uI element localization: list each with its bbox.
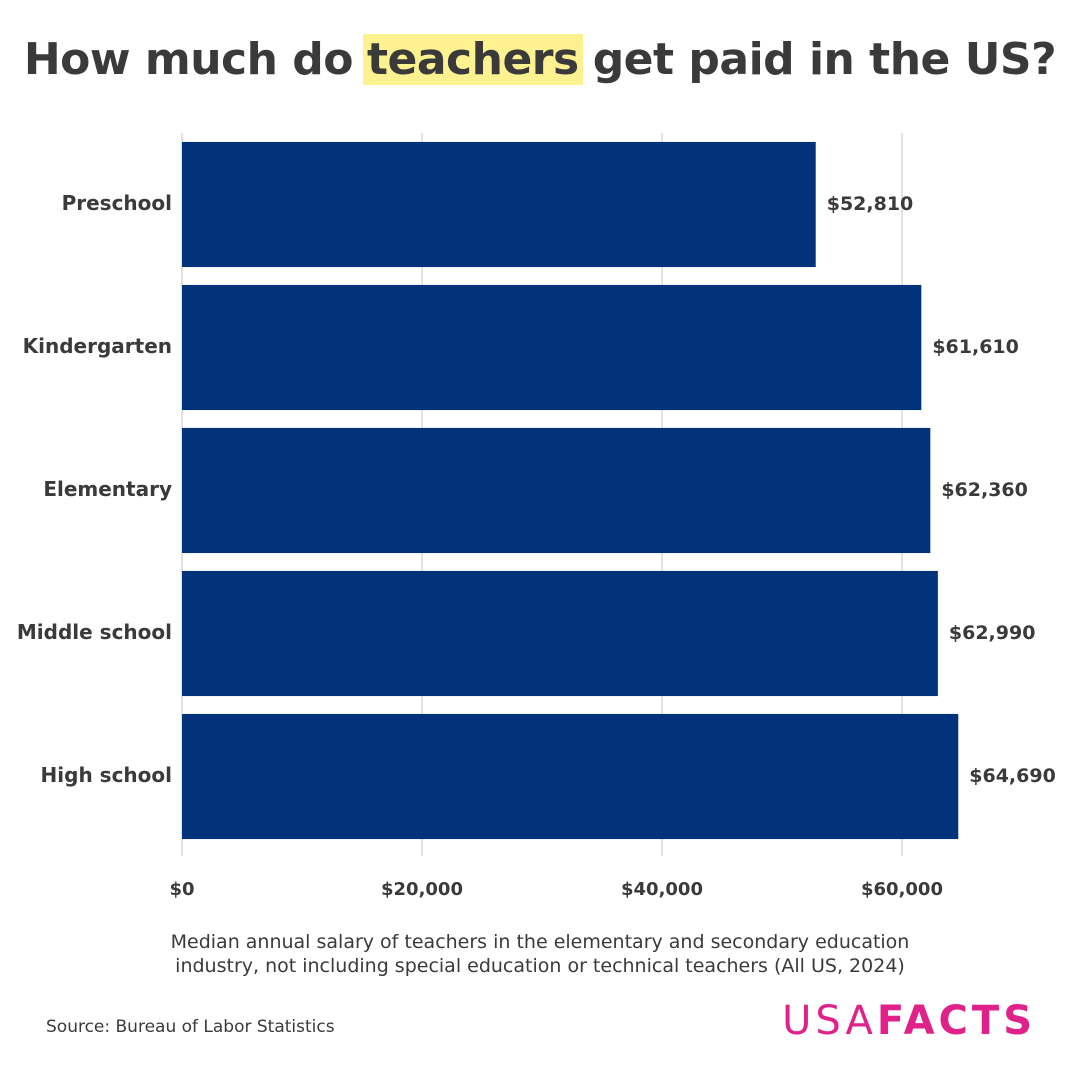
bar xyxy=(182,141,816,268)
caption: Median annual salary of teachers in the … xyxy=(0,930,1080,978)
logo-part: FACTS xyxy=(876,998,1036,1044)
y-tick-label: Middle school xyxy=(17,620,172,644)
chart-title: How much do teachers get paid in the US? xyxy=(0,34,1080,85)
bar xyxy=(182,570,938,697)
x-tick-label: $0 xyxy=(169,879,194,900)
x-tick-label: $60,000 xyxy=(861,879,943,900)
value-label: $64,690 xyxy=(969,765,1056,787)
value-label: $52,810 xyxy=(827,193,914,215)
x-tick-label: $40,000 xyxy=(621,879,703,900)
bar xyxy=(182,284,922,411)
source: Source: Bureau of Labor Statistics xyxy=(46,1017,335,1037)
value-label: $61,610 xyxy=(932,336,1019,358)
x-tick-label: $20,000 xyxy=(381,879,463,900)
caption-line: Median annual salary of teachers in the … xyxy=(170,931,910,953)
logo: USAFACTS xyxy=(782,998,1036,1044)
title-part: get paid in the US? xyxy=(592,34,1057,85)
y-tick-label: Elementary xyxy=(43,477,172,501)
title-part: teachers xyxy=(362,34,583,85)
title-part: How much do xyxy=(23,34,354,85)
value-label: $62,990 xyxy=(949,622,1036,644)
y-tick-label: Kindergarten xyxy=(23,334,172,358)
bar xyxy=(182,427,931,554)
y-tick-label: High school xyxy=(41,763,172,787)
bar xyxy=(182,713,959,840)
caption-line: industry, not including special educatio… xyxy=(175,955,905,977)
logo-part: USA xyxy=(782,998,877,1044)
y-tick-label: Preschool xyxy=(62,191,172,215)
value-label: $62,360 xyxy=(941,479,1028,501)
